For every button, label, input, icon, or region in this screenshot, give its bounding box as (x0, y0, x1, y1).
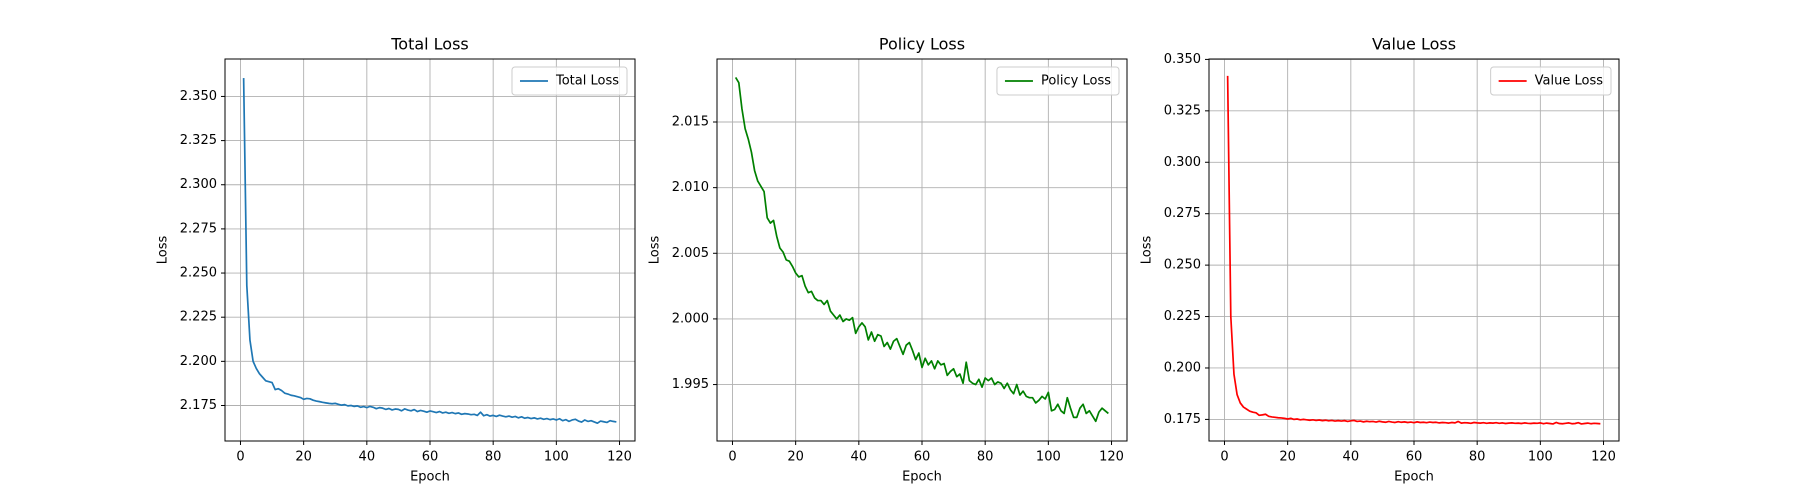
x-tick-label: 20 (787, 450, 804, 465)
x-tick-label: 20 (1279, 450, 1296, 465)
x-axis-label: Epoch (1394, 470, 1434, 485)
chart-title: Total Loss (390, 35, 469, 54)
legend-box (511, 66, 628, 96)
y-tick-label: 0.275 (1164, 206, 1201, 221)
y-tick-label: 2.325 (180, 133, 217, 148)
legend-label: Value Loss (1535, 74, 1604, 89)
y-tick-label: 2.000 (672, 311, 709, 326)
x-axis-label: Epoch (902, 470, 942, 485)
x-tick-label: 0 (236, 450, 244, 465)
legend: Policy Loss (996, 66, 1120, 96)
x-tick-label: 100 (544, 450, 569, 465)
y-tick-label: 0.300 (1164, 155, 1201, 170)
x-tick-label: 20 (295, 450, 312, 465)
data-line (1226, 75, 1601, 425)
y-axis-label: Loss (648, 236, 663, 265)
y-tick-label: 0.350 (1164, 52, 1201, 67)
x-tick-label: 60 (1406, 450, 1423, 465)
x-tick-label: 80 (1469, 450, 1486, 465)
chart-title: Policy Loss (879, 35, 965, 54)
y-tick-label: 2.010 (672, 180, 709, 195)
x-tick-label: 60 (422, 450, 439, 465)
y-tick-label: 0.225 (1164, 309, 1201, 324)
data-line (242, 78, 617, 425)
axes-frame (224, 58, 636, 442)
legend: Total Loss (511, 66, 628, 96)
subplot: 0 20 40 60 80 100 120 2.175 2.200 2.225 2.250 2.275… (156, 35, 636, 485)
y-tick-label: 2.275 (180, 221, 217, 236)
x-tick-label: 0 (1220, 450, 1228, 465)
y-tick-label: 2.250 (180, 266, 217, 281)
x-tick-label: 120 (607, 450, 632, 465)
data-line (734, 76, 1109, 423)
y-tick-label: 2.225 (180, 310, 217, 325)
legend-label: Policy Loss (1041, 74, 1111, 89)
y-tick-label: 2.015 (672, 115, 709, 130)
y-tick-label: 2.200 (180, 354, 217, 369)
x-axis-label: Epoch (410, 470, 450, 485)
chart-title: Value Loss (1372, 35, 1456, 54)
x-tick-label: 0 (728, 450, 736, 465)
y-tick-label: 0.175 (1164, 412, 1201, 427)
legend: Value Loss (1490, 66, 1612, 96)
legend-box (1490, 66, 1612, 96)
y-axis-label: Loss (156, 236, 171, 265)
x-tick-label: 120 (1591, 450, 1616, 465)
subplot: 0 20 40 60 80 100 120 1.995 2.000 2.005 2.010 2.015… (648, 35, 1128, 485)
x-tick-label: 40 (851, 450, 868, 465)
x-tick-label: 80 (485, 450, 502, 465)
x-tick-label: 40 (1343, 450, 1360, 465)
y-tick-label: 1.995 (672, 377, 709, 392)
y-tick-label: 0.250 (1164, 258, 1201, 273)
subplot: 0 20 40 60 80 100 120 0.175 0.200 0.225 0.250 0.275… (1140, 35, 1620, 485)
x-tick-label: 80 (977, 450, 994, 465)
x-tick-label: 120 (1099, 450, 1124, 465)
x-tick-label: 40 (359, 450, 376, 465)
legend-box (996, 66, 1120, 96)
y-tick-label: 2.175 (180, 398, 217, 413)
x-tick-label: 100 (1528, 450, 1553, 465)
axes-frame (1208, 58, 1620, 442)
x-tick-label: 100 (1036, 450, 1061, 465)
y-tick-label: 0.325 (1164, 103, 1201, 118)
x-tick-label: 60 (914, 450, 931, 465)
y-tick-label: 2.300 (180, 177, 217, 192)
y-tick-label: 2.350 (180, 89, 217, 104)
y-tick-label: 2.005 (672, 246, 709, 261)
y-tick-label: 0.200 (1164, 360, 1201, 375)
legend-label: Total Loss (555, 74, 619, 89)
axes-frame (716, 58, 1128, 442)
y-axis-label: Loss (1140, 236, 1155, 265)
